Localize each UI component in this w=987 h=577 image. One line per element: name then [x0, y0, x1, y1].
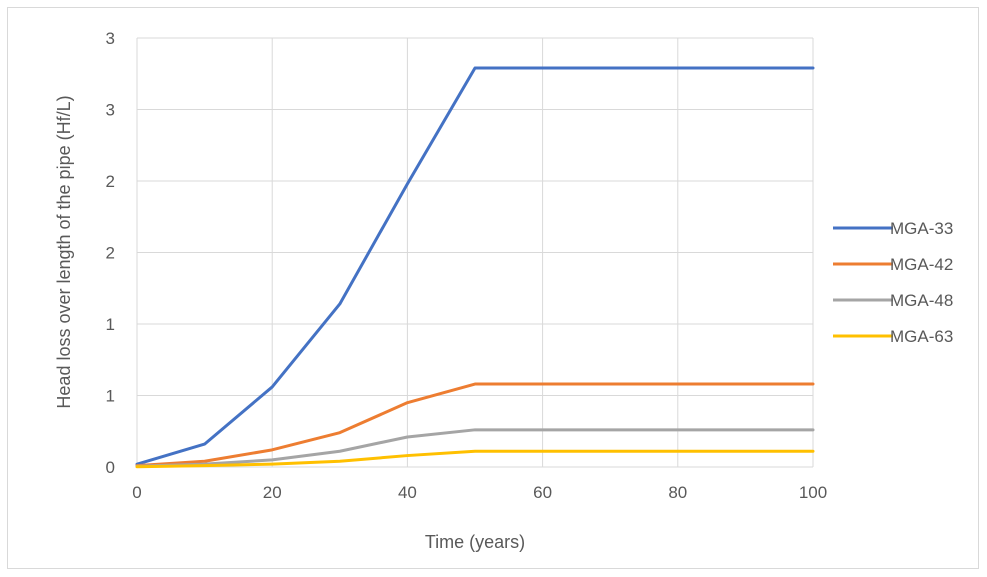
y-tick-label: 3	[106, 29, 115, 48]
x-tick-label: 100	[799, 483, 827, 502]
series-line-mga-63	[135, 449, 815, 469]
y-tick-label: 0	[106, 458, 115, 477]
y-tick-label: 2	[106, 172, 115, 191]
x-axis-title: Time (years)	[425, 532, 525, 552]
y-tick-label: 2	[106, 244, 115, 263]
series-lines	[135, 66, 815, 469]
x-tick-label: 40	[398, 483, 417, 502]
x-tick-label: 0	[132, 483, 141, 502]
y-axis-ticks: 0 1 1 2 2 3 3	[106, 29, 115, 477]
series-line-mga-33	[135, 66, 815, 466]
legend-label: MGA-48	[890, 291, 953, 310]
y-axis-title: Head loss over length of the pipe (Hf/L)	[54, 95, 74, 408]
legend-label: MGA-42	[890, 255, 953, 274]
legend: MGA-33 MGA-42 MGA-48 MGA-63	[833, 219, 953, 346]
series-line-mga-42	[135, 382, 815, 468]
series-line-mga-48	[135, 428, 815, 468]
y-tick-label: 1	[106, 315, 115, 334]
chart-frame	[7, 7, 979, 569]
legend-label: MGA-33	[890, 219, 953, 238]
y-tick-label: 3	[106, 101, 115, 120]
x-tick-label: 80	[668, 483, 687, 502]
x-tick-label: 20	[263, 483, 282, 502]
y-tick-label: 1	[106, 387, 115, 406]
legend-label: MGA-63	[890, 327, 953, 346]
gridlines	[136, 37, 814, 468]
x-tick-label: 60	[533, 483, 552, 502]
x-axis-ticks: 0 20 40 60 80 100	[132, 483, 827, 502]
